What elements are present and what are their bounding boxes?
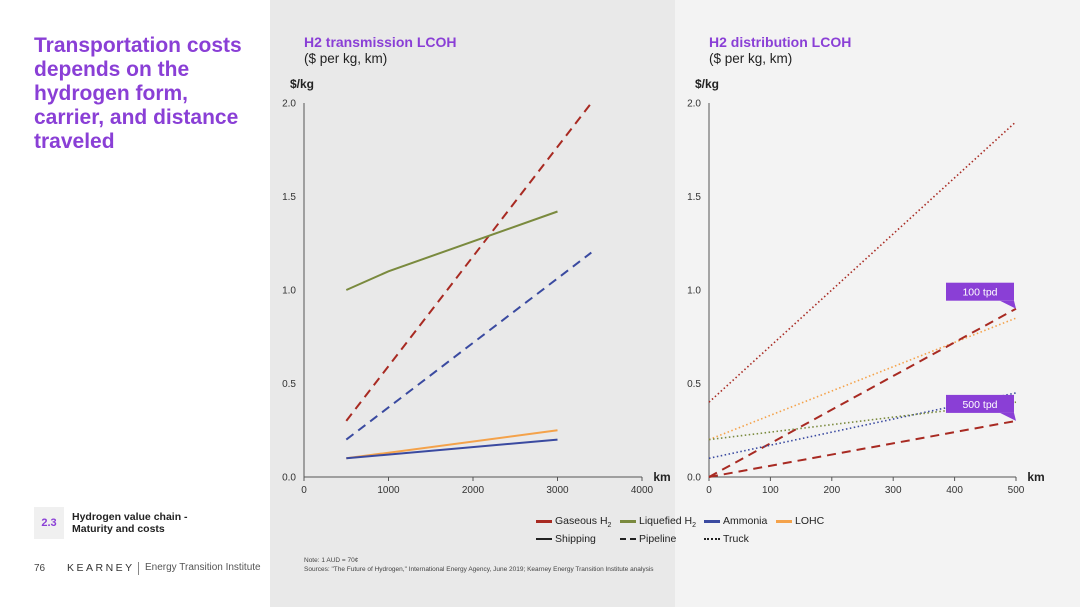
- distribution-series-gaseous-dashed-line: [708, 419, 1017, 478]
- distribution-y-tick-label: 1.0: [687, 286, 701, 297]
- page-headline: Transportation costs depends on the hydr…: [34, 34, 242, 153]
- distribution-y-tick-label: 1.5: [687, 192, 701, 203]
- transmission-series-ammonia-dashed-line: [345, 251, 592, 441]
- section-label-line1: Hydrogen value chain -: [72, 511, 188, 523]
- transmission-series-liquefied-solid-line: [345, 210, 558, 291]
- transmission-chart-title: H2 transmission LCOH: [304, 34, 457, 50]
- legend-label-gaseous: Gaseous H: [555, 515, 608, 527]
- annotation-tag: 500 tpd: [946, 394, 1016, 421]
- brand-divider: [138, 562, 139, 575]
- transmission-chart-subtitle: ($ per kg, km): [304, 51, 388, 66]
- legend-label-pipeline: Pipeline: [639, 533, 677, 545]
- legend-swatch-ammonia: [704, 520, 720, 523]
- annotation-tag-pointer: [1000, 300, 1016, 309]
- legend-swatch-shipping: [536, 538, 552, 540]
- page-number: 76: [34, 563, 46, 574]
- legend-item-gaseous: Gaseous H2: [536, 515, 611, 529]
- section-badge: 2.3 Hydrogen value chain - Maturity and …: [34, 507, 264, 539]
- section-number: 2.3: [34, 507, 64, 539]
- transmission-y-tick-label: 2.0: [282, 99, 296, 110]
- note-currency: Note: 1 AUD = 70¢: [304, 557, 359, 564]
- distribution-y-tick-label: 0.5: [687, 379, 701, 390]
- distribution-x-tick-label: 0: [706, 485, 712, 496]
- legend-swatch-lohc: [776, 520, 792, 523]
- distribution-x-tick-label: 100: [762, 485, 779, 496]
- brand-institute: Energy Transition Institute: [145, 562, 261, 573]
- legend-item-truck: Truck: [704, 533, 749, 545]
- distribution-y-axis-label: $/kg: [695, 77, 720, 91]
- distribution-series-gaseous-dashed-line: [708, 307, 1017, 478]
- transmission-y-tick-label: 1.5: [282, 192, 296, 203]
- transmission-series-ammonia-solid-line: [346, 438, 558, 460]
- transmission-x-axis-label: km: [653, 470, 670, 484]
- transmission-y-tick-label: 1.0: [282, 286, 296, 297]
- transmission-x-tick-label: 1000: [377, 485, 400, 496]
- section-label-line2: Maturity and costs: [72, 523, 165, 535]
- legend-item-pipeline: Pipeline: [620, 533, 676, 545]
- legend-sub-gaseous: 2: [607, 522, 612, 530]
- transmission-y-axis-label: $/kg: [290, 77, 315, 91]
- legend-label-ammonia: Ammonia: [723, 515, 768, 527]
- annotation-tag-label: 100 tpd: [962, 287, 997, 299]
- distribution-chart-subtitle: ($ per kg, km): [709, 51, 793, 66]
- legend-sub-liquefied: 2: [692, 522, 697, 530]
- transmission-series-lohc-solid-line: [346, 429, 558, 460]
- annotation-tag-label: 500 tpd: [962, 399, 997, 411]
- distribution-x-tick-label: 200: [823, 485, 840, 496]
- transmission-y-tick-label: 0.0: [282, 473, 296, 484]
- transmission-x-tick-label: 4000: [631, 485, 654, 496]
- annotation-tag: 100 tpd: [946, 282, 1016, 309]
- distribution-series-lohc-dotted-line: [708, 317, 1017, 441]
- note-sources: Sources: "The Future of Hydrogen," Inter…: [304, 566, 654, 573]
- legend-item-lohc: LOHC: [776, 515, 824, 527]
- transmission-series-gaseous-dashed-line: [345, 102, 593, 422]
- distribution-series-gaseous-dotted-line: [708, 121, 1017, 403]
- legend-label-lohc: LOHC: [795, 515, 825, 527]
- section-label: Hydrogen value chain - Maturity and cost…: [72, 511, 188, 535]
- legend-item-liquefied: Liquefied H2: [620, 515, 696, 529]
- transmission-x-tick-label: 3000: [546, 485, 569, 496]
- distribution-series-ammonia-dotted-line: [708, 392, 1017, 460]
- distribution-x-tick-label: 500: [1008, 485, 1025, 496]
- transmission-x-tick-label: 2000: [462, 485, 485, 496]
- brand-logo: KEARNEY: [67, 562, 135, 574]
- legend-item-shipping: Shipping: [536, 533, 596, 545]
- distribution-y-tick-label: 0.0: [687, 473, 701, 484]
- legend-label-shipping: Shipping: [555, 533, 596, 545]
- legend-item-ammonia: Ammonia: [704, 515, 767, 527]
- transmission-panel-background: [270, 0, 675, 607]
- legend-swatch-liquefied: [620, 520, 636, 523]
- source-notes: Note: 1 AUD = 70¢ Sources: "The Future o…: [304, 556, 654, 574]
- transmission-y-tick-label: 0.5: [282, 379, 296, 390]
- transmission-x-tick-label: 0: [301, 485, 307, 496]
- distribution-x-tick-label: 400: [946, 485, 963, 496]
- legend-label-truck: Truck: [723, 533, 749, 545]
- annotation-tag-pointer: [1000, 412, 1016, 421]
- legend-label-liquefied: Liquefied H: [639, 515, 693, 527]
- distribution-x-tick-label: 300: [885, 485, 902, 496]
- annotation-tag-box: [946, 282, 1014, 301]
- legend-swatch-pipeline: [620, 538, 636, 540]
- distribution-x-axis-label: km: [1027, 470, 1044, 484]
- annotation-tag-box: [946, 394, 1014, 413]
- legend-swatch-gaseous: [536, 520, 552, 523]
- distribution-chart-title: H2 distribution LCOH: [709, 34, 852, 50]
- distribution-y-tick-label: 2.0: [687, 99, 701, 110]
- legend-swatch-truck: [704, 538, 720, 540]
